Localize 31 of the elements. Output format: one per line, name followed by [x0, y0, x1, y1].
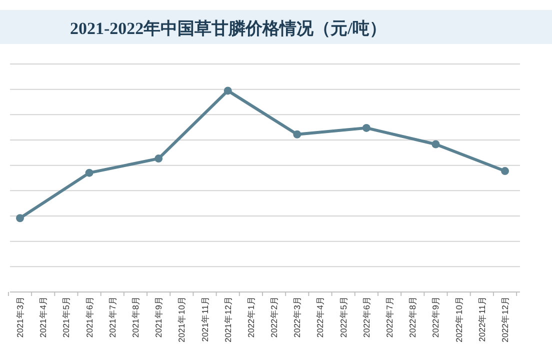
x-tick-label: 2021年6月 [84, 296, 94, 338]
x-tick-label: 2021年12月 [222, 296, 233, 342]
point [224, 86, 232, 95]
x-tick-label: 2021年4月 [38, 296, 48, 338]
x-tick-label: 2021年3月 [15, 296, 25, 338]
point [362, 124, 370, 132]
x-tick-label: 2021年9月 [154, 296, 164, 338]
x-tick-label: 2021年11月 [200, 296, 210, 342]
x-tick-label: 2021年8月 [130, 296, 140, 338]
x-tick-label: 2022年4月 [315, 296, 326, 338]
x-tick-label: 2021年7月 [107, 296, 118, 338]
x-tick-label: 2022年2月 [269, 296, 280, 338]
x-tick-label: 2022年12月 [500, 296, 510, 342]
x-tick-label: 2022年7月 [384, 296, 395, 338]
point [85, 168, 94, 177]
x-tick-label: 2022年3月 [292, 296, 302, 338]
point [432, 140, 440, 148]
x-tick-label: 2022年11月 [476, 296, 487, 342]
point [501, 167, 509, 176]
x-tick-label: 2021年5月 [61, 296, 72, 338]
x-tick-label: 2022年5月 [338, 296, 348, 338]
x-tick-label: 2021年10月 [176, 296, 187, 342]
x-tick-label: 2022年9月 [430, 296, 441, 338]
x-tick-label: 2022年10月 [454, 296, 464, 342]
x-tick-label: 2022年1月 [246, 296, 256, 338]
point [293, 130, 302, 138]
point [16, 214, 24, 222]
x-tick-label: 2022年6月 [361, 296, 372, 338]
point [154, 154, 163, 163]
x-tick-label: 2022年8月 [408, 296, 418, 338]
chart-title: 2021-2022年中国草甘膦价格情况（元/吨） [70, 19, 386, 38]
